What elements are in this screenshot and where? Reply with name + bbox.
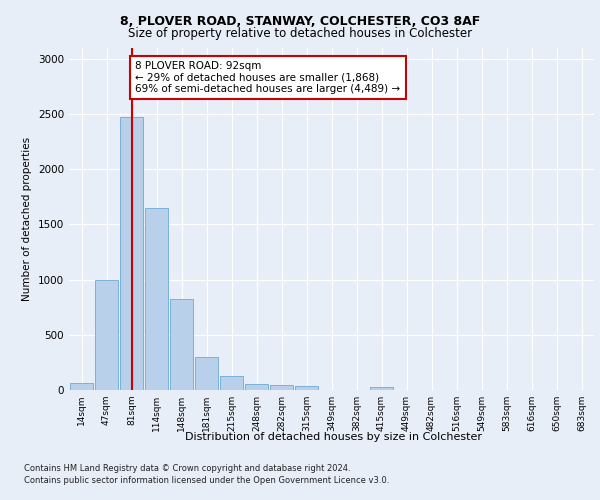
Text: Contains public sector information licensed under the Open Government Licence v3: Contains public sector information licen…: [24, 476, 389, 485]
Bar: [95, 280, 118, 390]
Bar: [70, 384, 93, 390]
Text: Size of property relative to detached houses in Colchester: Size of property relative to detached ho…: [128, 28, 472, 40]
Bar: [370, 386, 393, 390]
Text: 8 PLOVER ROAD: 92sqm
← 29% of detached houses are smaller (1,868)
69% of semi-de: 8 PLOVER ROAD: 92sqm ← 29% of detached h…: [135, 61, 400, 94]
Bar: [220, 376, 243, 390]
Bar: [245, 384, 268, 390]
Bar: [295, 386, 318, 390]
Bar: [120, 117, 143, 390]
Text: Contains HM Land Registry data © Crown copyright and database right 2024.: Contains HM Land Registry data © Crown c…: [24, 464, 350, 473]
Bar: [145, 208, 168, 390]
Y-axis label: Number of detached properties: Number of detached properties: [22, 136, 32, 301]
Bar: [270, 385, 293, 390]
Bar: [195, 357, 218, 390]
Text: Distribution of detached houses by size in Colchester: Distribution of detached houses by size …: [185, 432, 482, 442]
Text: 8, PLOVER ROAD, STANWAY, COLCHESTER, CO3 8AF: 8, PLOVER ROAD, STANWAY, COLCHESTER, CO3…: [120, 15, 480, 28]
Bar: [170, 300, 193, 390]
